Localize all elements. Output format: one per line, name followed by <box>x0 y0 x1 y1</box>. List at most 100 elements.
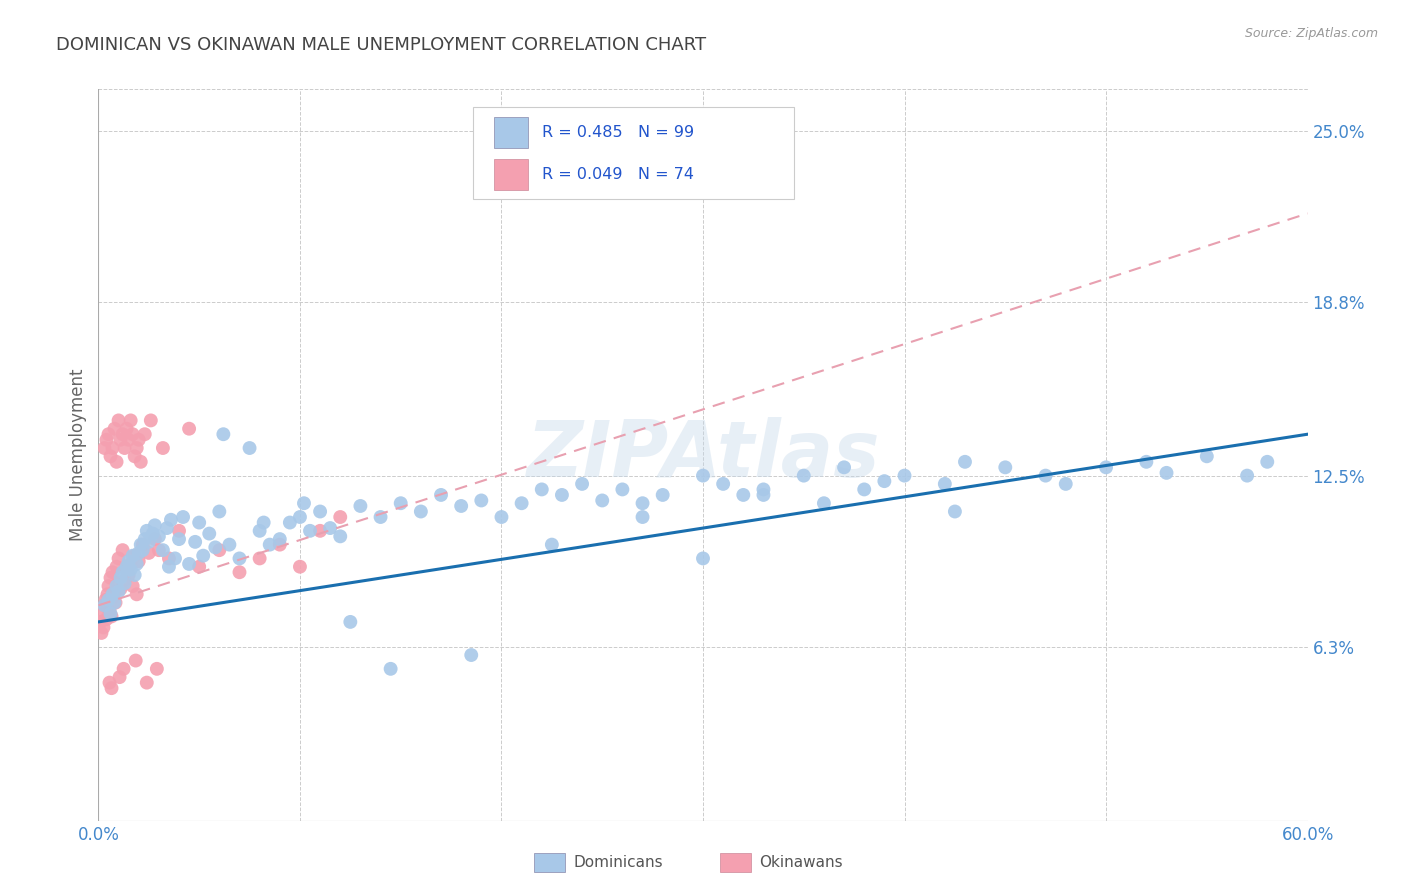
Point <box>120 413 142 427</box>
Point <box>491 510 513 524</box>
Point <box>98 604 121 618</box>
Point <box>107 551 129 566</box>
Point <box>125 557 148 571</box>
Point <box>184 534 207 549</box>
Point <box>179 422 201 436</box>
Point <box>120 562 142 576</box>
Point <box>212 427 235 442</box>
Point <box>1256 455 1278 469</box>
Point <box>873 474 896 488</box>
Point <box>299 524 322 538</box>
Point <box>97 579 120 593</box>
Point <box>540 538 562 552</box>
Point <box>118 554 141 568</box>
Point <box>93 620 115 634</box>
Point <box>103 422 125 436</box>
Point <box>142 526 165 541</box>
Point <box>121 427 143 442</box>
Point <box>156 521 179 535</box>
Point <box>134 532 156 546</box>
Point <box>100 450 122 464</box>
Point <box>128 554 150 568</box>
Point <box>292 496 315 510</box>
Point <box>100 607 122 621</box>
Point <box>143 518 166 533</box>
Point <box>125 654 148 668</box>
Point <box>380 662 402 676</box>
Point <box>994 460 1017 475</box>
Text: R = 0.485   N = 99: R = 0.485 N = 99 <box>543 125 695 140</box>
Point <box>91 607 114 621</box>
Point <box>329 529 352 543</box>
Point <box>110 582 132 596</box>
Point <box>128 546 150 560</box>
Point <box>105 579 128 593</box>
Point <box>259 538 281 552</box>
Point <box>934 476 956 491</box>
Point <box>692 551 714 566</box>
Point <box>110 571 132 585</box>
Point <box>132 543 155 558</box>
Point <box>370 510 392 524</box>
Point <box>188 559 211 574</box>
Point <box>138 546 160 560</box>
Point <box>470 493 492 508</box>
Point <box>288 559 311 574</box>
Point <box>813 496 835 510</box>
Point <box>253 516 276 530</box>
Point <box>129 538 152 552</box>
Point <box>101 441 124 455</box>
Point <box>218 538 240 552</box>
Point <box>146 662 169 676</box>
Point <box>118 433 141 447</box>
Point <box>430 488 453 502</box>
Point <box>115 422 138 436</box>
Point <box>208 504 231 518</box>
Point <box>103 590 125 604</box>
Point <box>460 648 482 662</box>
Point <box>631 510 654 524</box>
Point <box>309 524 332 538</box>
Point <box>104 596 127 610</box>
Point <box>139 413 162 427</box>
Point <box>96 587 118 601</box>
Point <box>132 538 155 552</box>
Point <box>96 433 118 447</box>
Point <box>111 566 134 580</box>
Point <box>389 496 412 510</box>
Point <box>157 551 180 566</box>
Point <box>157 559 180 574</box>
Point <box>124 549 146 563</box>
Text: R = 0.049   N = 74: R = 0.049 N = 74 <box>543 167 695 182</box>
Point <box>239 441 262 455</box>
Point <box>793 468 815 483</box>
Point <box>148 529 170 543</box>
Point <box>94 592 117 607</box>
Point <box>115 562 138 576</box>
Point <box>114 574 136 588</box>
Point <box>510 496 533 510</box>
Point <box>631 496 654 510</box>
Point <box>163 551 186 566</box>
Point <box>1095 460 1118 475</box>
Point <box>101 566 124 580</box>
Point <box>98 675 121 690</box>
Point <box>551 488 574 502</box>
Point <box>269 538 291 552</box>
Point <box>204 541 226 555</box>
Point <box>115 559 138 574</box>
Point <box>107 584 129 599</box>
Point <box>128 433 150 447</box>
Point <box>97 427 120 442</box>
Point <box>1236 468 1258 483</box>
Point <box>111 427 134 442</box>
Point <box>101 587 124 601</box>
Point <box>114 441 136 455</box>
Point <box>450 499 472 513</box>
Point <box>228 566 250 580</box>
Point <box>269 532 291 546</box>
Point <box>198 526 221 541</box>
Point <box>752 488 775 502</box>
Point <box>339 615 361 629</box>
Point <box>105 455 128 469</box>
